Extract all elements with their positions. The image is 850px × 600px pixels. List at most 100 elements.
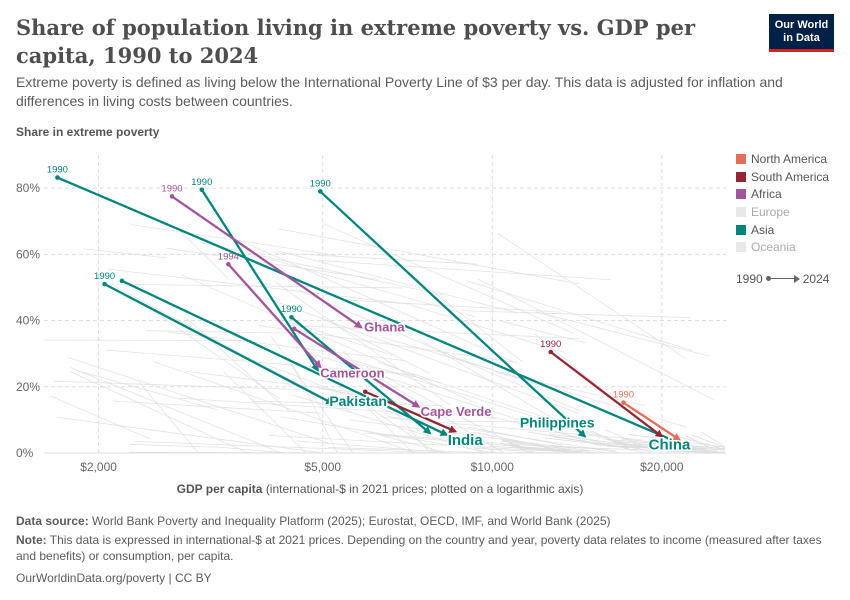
x-axis-title-rest: (international-$ in 2021 prices; plotted… [265,482,584,496]
country-label: Cape Verde [421,404,492,419]
background-line [70,367,282,454]
y-tick-label: 40% [16,314,40,328]
note: Note: This data is expressed in internat… [16,532,836,564]
source-label: Data source: [16,514,89,528]
background-line [137,300,280,399]
owid-logo[interactable]: Our World in Data [769,14,834,52]
data-source: Data source: World Bank Poverty and Ineq… [16,513,836,529]
x-tick-label: $10,000 [471,460,515,474]
background-lines [44,223,726,454]
country-label: China [649,436,691,453]
background-line [477,278,715,401]
background-line [387,415,622,454]
legend-swatch [736,153,746,164]
background-line [294,322,393,356]
series-line [171,195,363,329]
y-tick-label: 80% [16,181,40,195]
start-year-label: 1990 [191,177,212,188]
country-label: India [448,432,484,449]
background-line [223,371,307,454]
background-line [501,439,529,450]
background-line [685,435,711,449]
logo-line-2: in Data [783,32,820,44]
source-text: World Bank Poverty and Inequality Platfo… [92,514,611,528]
background-line [328,321,430,374]
timeline-arrow-icon [765,274,800,284]
background-line [291,394,486,454]
background-line [83,248,168,259]
background-line [700,431,726,447]
background-line [298,289,581,412]
background-line [68,357,330,444]
background-line [180,231,229,280]
logo-line-1: Our World [774,19,829,31]
background-line [473,447,534,452]
legend-label: Europe [751,204,790,219]
legend-swatch [736,189,746,200]
background-line [277,324,581,340]
background-line [50,395,152,440]
legend-item-south-america[interactable]: South America [736,168,846,186]
legend-label: South America [751,169,830,184]
background-line [501,320,586,344]
series-line [550,351,664,438]
background-line [460,310,690,318]
background-line [280,416,496,454]
background-line [380,416,641,441]
legend-swatch [736,242,746,253]
x-axis-title-bold: GDP per capita [176,482,263,496]
background-line [134,440,444,454]
background-line [274,252,479,265]
background-line [380,434,600,454]
background-line [551,446,677,452]
series-line [293,327,421,408]
legend-item-africa[interactable]: Africa [736,185,846,203]
background-line [53,380,301,390]
timeline-legend: 1990 2024 [736,272,829,286]
background-line [534,333,597,386]
background-line [660,444,688,451]
legend-label: North America [751,151,828,166]
start-year-label: 1990 [613,390,634,401]
series-line [319,190,587,438]
label-layer: 1990 1990 1990 1990 1990 1990 1994 1990 1990 Chin… [47,165,693,455]
background-line [497,232,686,359]
start-year-label: 1990 [161,183,182,194]
series-line [200,189,319,372]
background-line [213,446,287,454]
background-line [251,400,442,406]
background-line [594,442,706,451]
background-line [318,387,496,420]
background-line [634,443,726,451]
background-line [590,430,627,447]
background-line [270,335,353,453]
background-line [296,440,454,454]
country-label: Ghana [364,320,405,335]
chart-title: Share of population living in extreme po… [16,15,696,68]
timeline-start: 1990 [736,272,763,286]
y-tick-label: 60% [16,247,40,261]
background-line [366,366,530,454]
legend-item-asia[interactable]: Asia [736,221,846,239]
x-tick-label: $5,000 [304,460,341,474]
legend-item-oceania[interactable]: Oceania [736,238,846,256]
credit-link[interactable]: OurWorldinData.org/poverty | CC BY [16,571,212,585]
background-line [535,311,710,357]
background-line [69,371,248,454]
legend-item-europe[interactable]: Europe [736,203,846,221]
legend-swatch [736,171,746,182]
series-line [104,283,335,405]
start-year-label: 1990 [281,304,302,315]
y-tick-label: 20% [16,380,40,394]
background-line [356,363,442,384]
timeline-end: 2024 [802,272,830,286]
series-layer [55,175,682,445]
background-line [519,448,583,453]
legend-label: Asia [751,222,775,237]
background-line [107,268,411,305]
legend-item-north-america[interactable]: North America [736,150,846,168]
country-label: Philippines [520,414,595,430]
x-tick-label: $20,000 [640,460,684,474]
background-line [605,438,726,450]
